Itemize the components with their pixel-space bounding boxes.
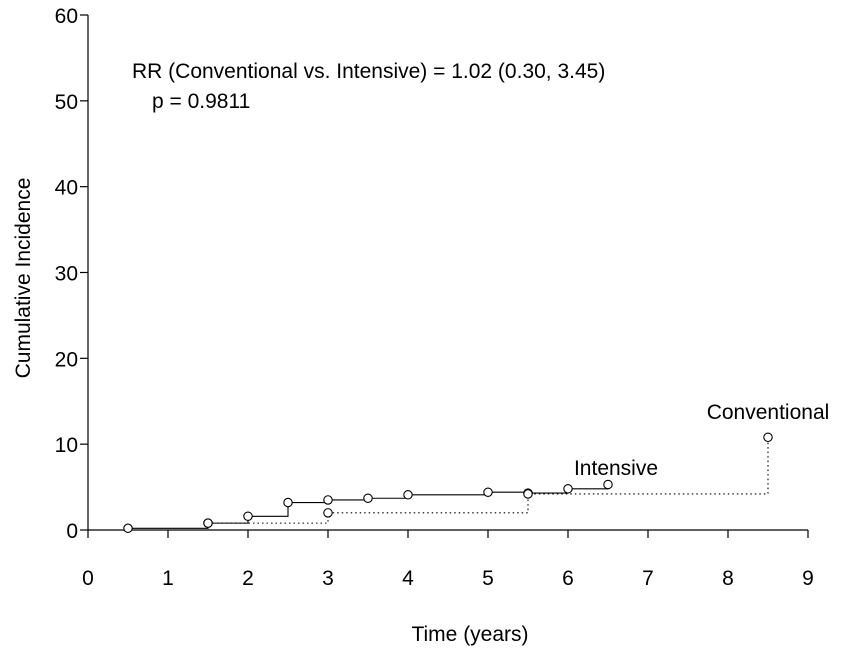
series-layer [128, 437, 769, 529]
data-point-intensive [363, 493, 373, 503]
series-line-conventional [208, 437, 769, 524]
series-label-conventional: Conventional [707, 401, 830, 424]
x-axis-title: Time (years) [411, 623, 528, 646]
x-tick-label: 1 [162, 567, 174, 590]
x-ticks: 0 1 2 3 4 5 6 7 8 9 [82, 530, 814, 590]
p-value-annotation: p = 0.9811 [152, 90, 250, 113]
y-tick-label: 60 [55, 5, 78, 28]
x-tick-label: 0 [82, 567, 94, 590]
data-point-intensive [243, 511, 253, 522]
y-ticks: 0 10 20 30 40 50 60 [55, 5, 88, 543]
y-tick-label: 50 [55, 91, 78, 114]
data-point-conventional [323, 508, 333, 518]
data-point-conventional [763, 432, 773, 443]
x-tick-label: 9 [802, 567, 814, 590]
y-tick-label: 0 [66, 520, 78, 543]
x-tick-label: 6 [562, 567, 574, 590]
x-tick-label: 3 [322, 567, 334, 590]
data-point-conventional [523, 489, 533, 499]
y-tick-label: 30 [55, 263, 78, 286]
y-axis-title: Cumulative Incidence [12, 178, 35, 379]
data-point-conventional [203, 518, 213, 528]
data-point-intensive [323, 495, 333, 505]
x-tick-label: 8 [722, 567, 734, 590]
x-tick-label: 2 [242, 567, 254, 590]
data-point-intensive [123, 523, 133, 534]
markers-layer [123, 432, 773, 534]
data-point-intensive [563, 484, 573, 494]
x-tick-label: 4 [402, 567, 414, 590]
data-point-intensive [283, 497, 293, 508]
x-tick-label: 7 [642, 567, 654, 590]
y-tick-label: 40 [55, 177, 78, 200]
y-tick-label: 20 [55, 348, 78, 371]
data-point-intensive [483, 487, 493, 497]
x-tick-label: 5 [482, 567, 494, 590]
y-tick-label: 10 [55, 434, 78, 457]
series-label-intensive: Intensive [574, 457, 658, 480]
data-point-intensive [403, 490, 413, 500]
data-point-intensive [603, 479, 613, 490]
series-line-intensive [128, 484, 609, 529]
rr-annotation: RR (Conventional vs. Intensive) = 1.02 (… [132, 60, 605, 83]
